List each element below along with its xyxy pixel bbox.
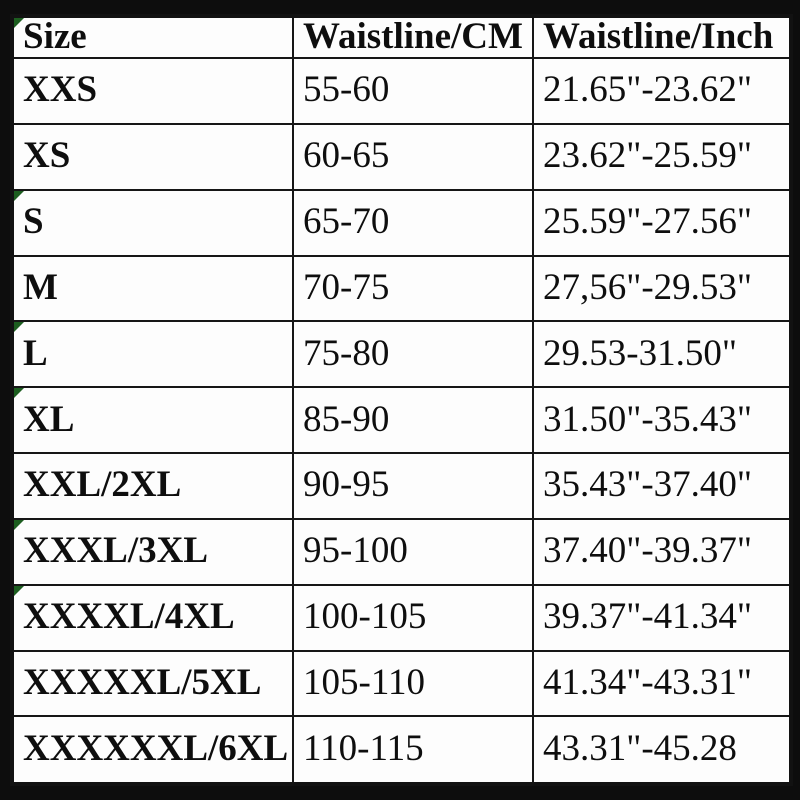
size-cell: XXS [11, 57, 294, 125]
size-value: XXXXL/4XL [23, 596, 235, 638]
size-cell: XXXXL/4XL [11, 583, 294, 652]
table-row: L 75-80 29.53-31.50" [11, 320, 792, 389]
table-row: XXXXXL/5XL 105-110 41.34"-43.31" [11, 649, 792, 718]
size-value: XXXXXXL/6XL [23, 728, 289, 770]
size-cell: XXXXXL/5XL [11, 649, 294, 718]
cm-cell: 110-115 [292, 715, 534, 785]
inch-cell: 31.50"-35.43" [532, 386, 792, 455]
cm-cell: 85-90 [292, 386, 534, 455]
cell-error-flag-icon [14, 323, 24, 333]
cell-error-flag-icon [14, 389, 24, 399]
header-label-size: Size [23, 16, 87, 57]
table-row: XXXXL/4XL 100-105 39.37"-41.34" [11, 583, 792, 652]
inch-cell: 21.65"-23.62" [532, 57, 792, 125]
cm-cell: 95-100 [292, 517, 534, 586]
cell-error-flag-icon [14, 586, 24, 596]
size-cell: XXXXXXL/6XL [11, 715, 294, 785]
table-row: XXXXXXL/6XL 110-115 43.31"-45.28 [11, 715, 792, 785]
size-cell: XS [11, 122, 294, 191]
table-row: XXL/2XL 90-95 35.43"-37.40" [11, 452, 792, 520]
size-value: XL [23, 398, 75, 440]
size-chart-table: Size Waistline/CM Waistline/Inch XXS 55-… [10, 14, 793, 786]
size-value: M [23, 266, 58, 308]
cell-error-flag-icon [14, 18, 24, 28]
cm-cell: 70-75 [292, 254, 534, 323]
cm-cell: 60-65 [292, 122, 534, 191]
size-cell: S [11, 188, 294, 257]
header-cell-waistline-inch: Waistline/Inch [532, 15, 792, 59]
inch-cell: 39.37"-41.34" [532, 583, 792, 652]
cell-error-flag-icon [14, 520, 24, 530]
size-value: XXXL/3XL [23, 530, 209, 572]
header-cell-waistline-cm: Waistline/CM [292, 15, 534, 59]
inch-cell: 29.53-31.50" [532, 320, 792, 389]
inch-cell: 41.34"-43.31" [532, 649, 792, 718]
size-value: XXXXXL/5XL [23, 662, 262, 704]
header-label-waistline-cm: Waistline/CM [303, 16, 523, 57]
header-cell-size: Size [11, 15, 294, 59]
size-value: XXS [23, 69, 98, 111]
table-row: M 70-75 27,56"-29.53" [11, 254, 792, 323]
size-cell: XXL/2XL [11, 452, 294, 520]
inch-cell: 35.43"-37.40" [532, 452, 792, 520]
cm-cell: 100-105 [292, 583, 534, 652]
inch-cell: 27,56"-29.53" [532, 254, 792, 323]
table-row: XL 85-90 31.50"-35.43" [11, 386, 792, 455]
size-value: S [23, 201, 44, 243]
table-row: XS 60-65 23.62"-25.59" [11, 122, 792, 191]
table-row: XXXL/3XL 95-100 37.40"-39.37" [11, 517, 792, 586]
inch-cell: 43.31"-45.28 [532, 715, 792, 785]
size-cell: XL [11, 386, 294, 455]
size-cell: L [11, 320, 294, 389]
size-value: XXL/2XL [23, 464, 182, 506]
cm-cell: 75-80 [292, 320, 534, 389]
table-row: XXS 55-60 21.65"-23.62" [11, 57, 792, 125]
inch-cell: 37.40"-39.37" [532, 517, 792, 586]
size-value: XS [23, 135, 71, 177]
inch-cell: 25.59"-27.56" [532, 188, 792, 257]
cm-cell: 55-60 [292, 57, 534, 125]
inch-cell: 23.62"-25.59" [532, 122, 792, 191]
size-cell: XXXL/3XL [11, 517, 294, 586]
cm-cell: 65-70 [292, 188, 534, 257]
size-cell: M [11, 254, 294, 323]
cell-error-flag-icon [14, 191, 24, 201]
header-row: Size Waistline/CM Waistline/Inch [11, 15, 792, 59]
header-label-waistline-inch: Waistline/Inch [543, 16, 774, 57]
size-value: L [23, 332, 48, 374]
cm-cell: 105-110 [292, 649, 534, 718]
cm-cell: 90-95 [292, 452, 534, 520]
table-row: S 65-70 25.59"-27.56" [11, 188, 792, 257]
